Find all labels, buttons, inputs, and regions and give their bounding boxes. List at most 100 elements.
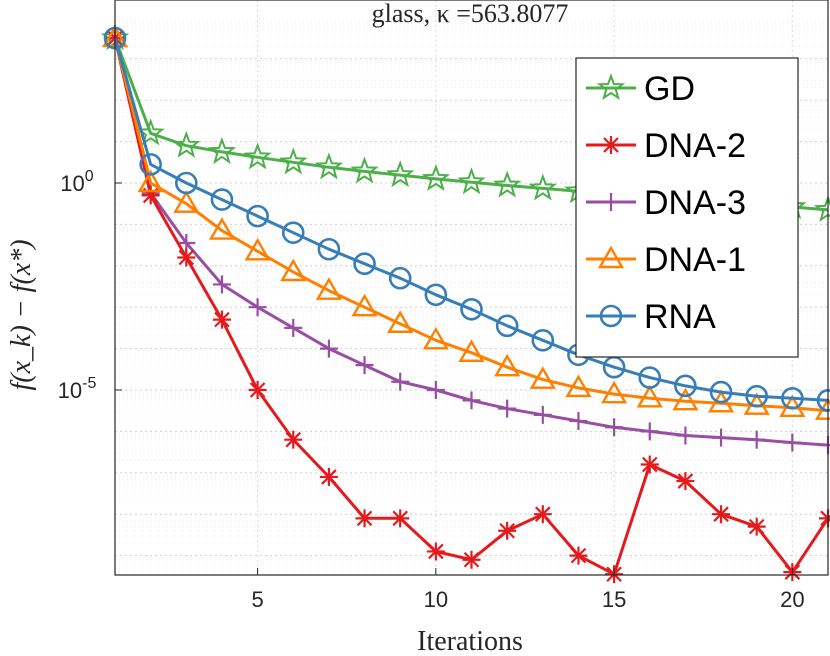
data-point-dna-2 <box>640 455 659 474</box>
data-point-dna-1-shape <box>565 374 592 398</box>
chart-title: glass, κ =563.8077 <box>372 0 569 28</box>
data-point-rna-shape <box>246 204 269 228</box>
data-point-dna-2 <box>676 472 695 491</box>
data-point-rna <box>246 204 269 228</box>
data-point-dna-2-shape <box>499 522 515 539</box>
data-point-dna-3 <box>355 356 374 375</box>
data-point-gd-shape <box>528 173 557 201</box>
data-point-gd-shape <box>350 156 379 184</box>
x-tick-label: 20 <box>780 587 804 612</box>
data-point-dna-1 <box>458 339 485 362</box>
data-point-dna-2 <box>319 467 338 486</box>
data-point-dna-1-shape <box>458 339 485 362</box>
legend-marker-gd <box>596 73 626 101</box>
legend-item-dna-2: DNA-2 <box>586 127 746 165</box>
data-point-dna-2 <box>747 517 766 536</box>
legend-label-gd: GD <box>644 70 695 108</box>
data-point-rna-shape <box>495 314 519 338</box>
axes-box <box>114 0 829 576</box>
data-point-dna-2 <box>533 505 552 524</box>
data-point-rna <box>353 252 376 276</box>
data-point-rna <box>424 283 448 307</box>
data-point-gd-shape <box>386 160 415 188</box>
x-axis-label: Iterations <box>417 626 523 656</box>
data-point-dna-3 <box>391 372 410 391</box>
data-point-gd-shape <box>457 167 486 195</box>
data-point-gd <box>528 173 557 201</box>
legend: GD DNA-2 DNA-3 DNA-1 RNA <box>575 57 799 358</box>
data-point-rna <box>638 366 662 389</box>
data-point-dna-1 <box>315 277 342 300</box>
data-point-dna-3 <box>533 405 552 424</box>
data-point-gd <box>279 147 308 175</box>
data-point-gd-shape <box>421 164 451 191</box>
data-point-rna <box>317 237 341 261</box>
series-dna-3 <box>106 29 830 455</box>
data-point-dna-3 <box>640 422 659 441</box>
data-point-dna-2-shape <box>321 469 337 485</box>
data-point-dna-2 <box>177 248 196 267</box>
data-point-rna-shape <box>638 366 662 389</box>
legend-item-gd: GD <box>586 70 695 108</box>
data-point-dna-2 <box>712 505 731 524</box>
data-point-dna-3 <box>462 391 481 410</box>
legend-marker-dna-2 <box>602 136 620 154</box>
data-point-dna-2-shape <box>570 547 587 564</box>
y-tick-base: 10 <box>58 378 82 403</box>
data-point-dna-1-shape <box>173 190 200 213</box>
data-point-dna-1 <box>636 384 663 408</box>
data-point-gd <box>314 152 344 180</box>
data-point-dna-1 <box>672 387 699 411</box>
data-point-rna <box>781 386 804 410</box>
data-point-dna-2 <box>426 542 445 561</box>
legend-item-dna-1: DNA-1 <box>586 241 746 279</box>
data-point-dna-2-shape <box>463 551 480 568</box>
data-point-dna-2-shape <box>214 311 230 328</box>
legend-marker-gd-shape <box>596 73 626 101</box>
data-point-dna-2 <box>498 521 517 540</box>
data-point-dna-1 <box>565 374 592 398</box>
data-point-dna-2-shape <box>428 543 444 560</box>
data-point-dna-3 <box>426 381 445 399</box>
series-line-rna <box>113 37 829 402</box>
data-point-dna-1-shape <box>529 366 556 389</box>
data-point-dna-1 <box>280 258 307 282</box>
data-point-dna-2 <box>569 546 588 565</box>
legend-marker-rna <box>599 304 623 328</box>
data-point-dna-3 <box>319 339 338 358</box>
data-point-rna <box>210 188 234 211</box>
data-point-dna-2 <box>391 509 410 528</box>
series-dna-2 <box>106 29 830 584</box>
y-tick-exponent: -5 <box>82 375 96 392</box>
data-point-dna-2-shape <box>178 249 195 266</box>
data-point-dna-2-shape <box>748 518 765 535</box>
data-point-dna-1-shape <box>636 384 663 408</box>
data-point-dna-1 <box>529 366 556 389</box>
data-point-dna-1 <box>173 190 200 213</box>
series-rna <box>103 26 830 412</box>
series-layer <box>100 23 830 584</box>
series-dna-1 <box>101 24 830 420</box>
data-point-rna-shape <box>531 329 555 352</box>
data-point-dna-1-shape <box>137 169 164 193</box>
data-point-dna-1-shape <box>422 326 449 350</box>
data-point-dna-1-shape <box>280 258 307 282</box>
data-point-rna-shape <box>709 380 733 404</box>
data-point-dna-2 <box>355 509 374 528</box>
data-point-dna-3 <box>783 433 802 452</box>
data-point-dna-1-shape <box>601 380 628 404</box>
data-point-dna-1-shape <box>387 310 414 333</box>
data-point-rna <box>674 374 697 398</box>
data-point-dna-3 <box>284 318 303 337</box>
data-point-gd <box>350 156 379 184</box>
data-point-dna-2-shape <box>356 510 373 527</box>
data-point-rna <box>175 171 198 195</box>
series-line-dna-1 <box>113 37 829 413</box>
data-point-dna-2 <box>212 310 231 329</box>
data-point-dna-1 <box>494 353 521 377</box>
data-point-dna-1-shape <box>208 217 236 240</box>
data-point-dna-1 <box>422 326 449 350</box>
data-point-dna-2-shape <box>535 506 551 522</box>
data-point-dna-1-shape <box>244 237 271 261</box>
